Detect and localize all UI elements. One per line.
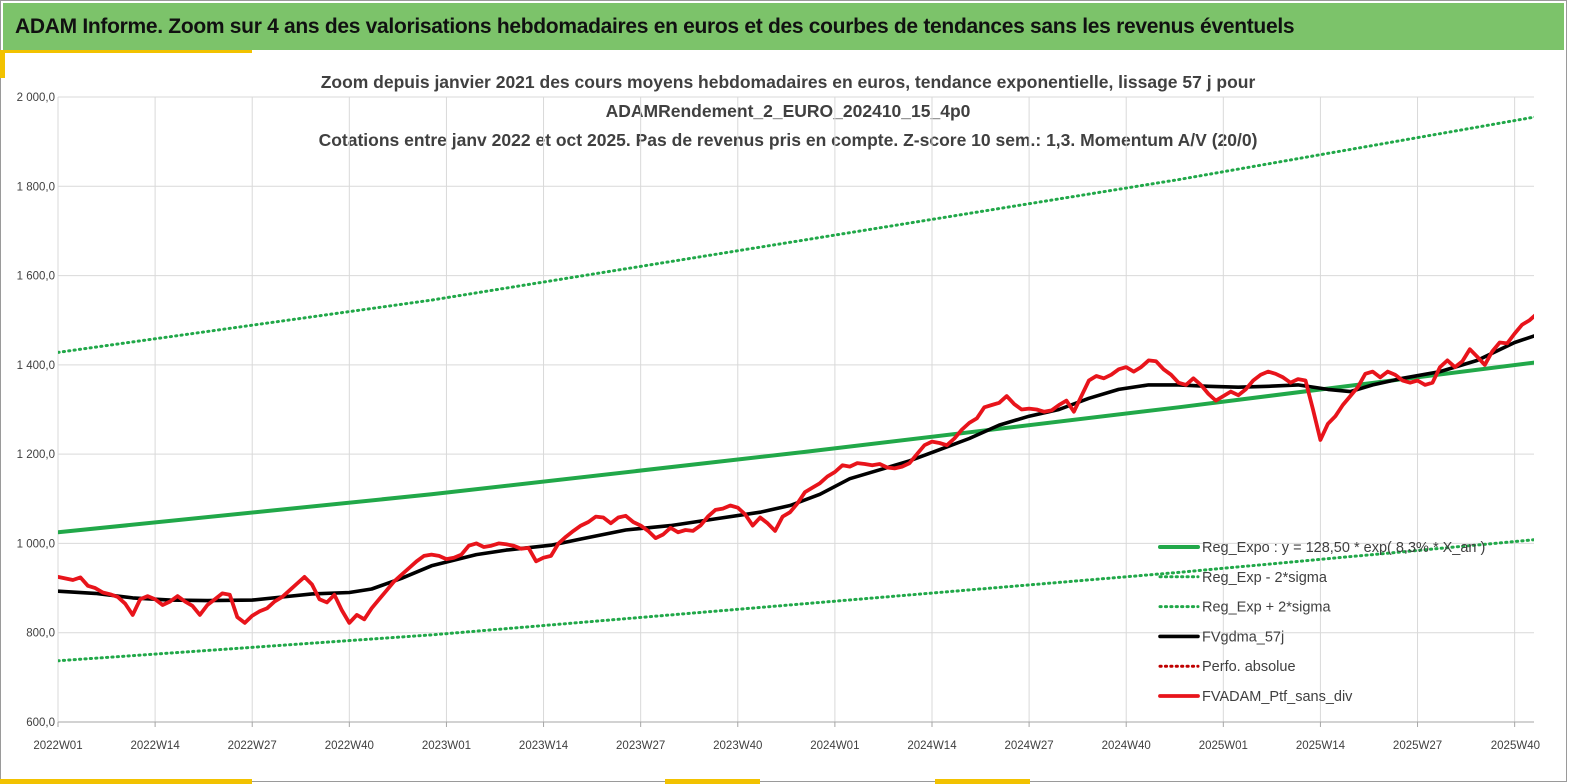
accent-bar-top: [0, 50, 252, 53]
x-tick-label: 2024W27: [1004, 740, 1053, 752]
series-line-5: [58, 313, 1534, 625]
y-tick-label: 1 600,0: [17, 271, 55, 283]
accent-bar-bottom: [0, 779, 252, 784]
chart-title-line-2: ADAMRendement_2_EURO_202410_15_4p0: [605, 101, 971, 121]
x-tick-label: 2023W14: [519, 740, 569, 752]
x-tick-label: 2023W01: [422, 740, 471, 752]
y-tick-label: 1 800,0: [17, 181, 55, 193]
legend: Reg_Expo : y = 128,50 * exp( 8,3% * X_an…: [1158, 540, 1485, 705]
accent-bar-left: [0, 50, 5, 78]
y-axis: 600,0 800,0 1 000,0 1 200,0 1 400,0 1 600,0 1 …: [17, 92, 59, 729]
x-tick-label: 2023W27: [616, 740, 665, 752]
x-tick-label: 2025W40: [1491, 740, 1540, 752]
series-line-3: [58, 334, 1534, 603]
x-tick-label: 2024W40: [1102, 740, 1151, 752]
series-line-2: [58, 115, 1534, 354]
y-tick-label: 800,0: [26, 628, 55, 640]
legend-label-1: Reg_Exp - 2*sigma: [1202, 570, 1328, 586]
legend-label-5: FVADAM_Ptf_sans_div: [1202, 689, 1353, 705]
y-tick-label: 1 000,0: [17, 538, 55, 550]
page-title: ADAM Informe. Zoom sur 4 ans des valoris…: [15, 15, 1295, 38]
accent-bar-bottom: [665, 779, 760, 784]
chart-title-line-3: Cotations entre janv 2022 et oct 2025. P…: [318, 130, 1258, 150]
y-tick-label: 1 200,0: [17, 449, 55, 461]
y-tick-label: 600,0: [26, 717, 55, 729]
header-banner: ADAM Informe. Zoom sur 4 ans des valoris…: [3, 3, 1564, 50]
x-tick-label: 2022W14: [130, 740, 180, 752]
y-tick-label: 2 000,0: [17, 92, 55, 104]
x-tick-label: 2025W27: [1393, 740, 1442, 752]
chart-title: Zoom depuis janvier 2021 des cours moyen…: [60, 68, 1516, 155]
legend-label-3: FVgdma_57j: [1202, 629, 1284, 645]
y-tick-label: 1 400,0: [17, 360, 55, 372]
x-tick-label: 2025W01: [1199, 740, 1248, 752]
legend-label-4: Perfo. absolue: [1202, 659, 1296, 675]
series-group: [58, 115, 1534, 663]
series-line-1: [58, 538, 1534, 663]
x-tick-label: 2023W40: [713, 740, 762, 752]
x-tick-label: 2022W40: [325, 740, 374, 752]
accent-bar-bottom: [935, 779, 1030, 784]
legend-label-0: Reg_Expo : y = 128,50 * exp( 8,3% * X_an…: [1202, 540, 1485, 556]
x-tick-label: 2022W01: [33, 740, 82, 752]
x-axis: 2022W01 2022W14 2022W27 2022W40 2023W01 2023W…: [33, 721, 1540, 752]
x-tick-label: 2024W14: [907, 740, 957, 752]
legend-label-2: Reg_Exp + 2*sigma: [1202, 600, 1331, 616]
x-tick-label: 2024W01: [810, 740, 859, 752]
chart-title-line-1: Zoom depuis janvier 2021 des cours moyen…: [320, 72, 1256, 92]
x-tick-label: 2022W27: [228, 740, 277, 752]
x-tick-label: 2025W14: [1296, 740, 1346, 752]
series-line-0: [58, 360, 1534, 535]
